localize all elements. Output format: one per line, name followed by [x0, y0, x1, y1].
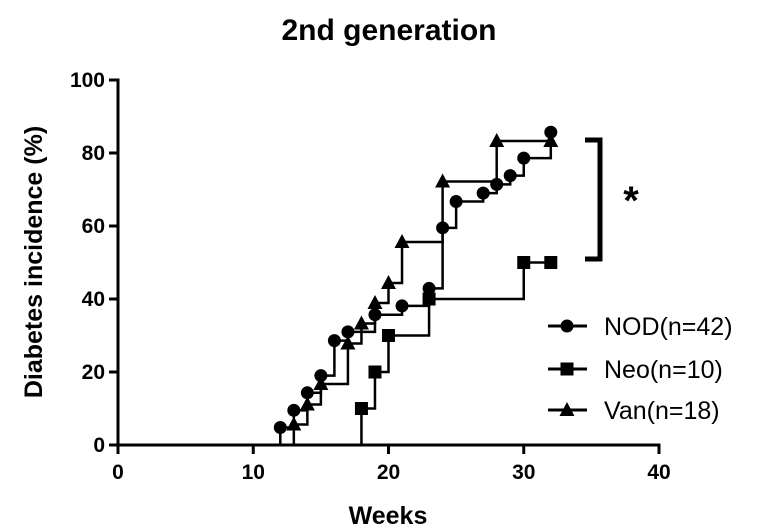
legend-marker-neo — [560, 362, 574, 376]
data-point-nod — [327, 334, 341, 348]
data-point-neo — [422, 292, 436, 306]
y-tick-label: 20 — [82, 361, 105, 384]
significance-asterisk: * — [623, 179, 639, 223]
series-layer — [273, 125, 559, 445]
y-tick-label: 40 — [82, 288, 105, 311]
data-point-nod — [449, 195, 463, 209]
data-point-nod — [476, 186, 490, 200]
legend-label-van: Van(n=18) — [604, 397, 720, 425]
chart-title: 2nd generation — [281, 14, 496, 47]
data-point-van — [381, 274, 396, 289]
data-point-nod — [422, 281, 436, 295]
data-point-nod — [544, 125, 558, 139]
series-van — [286, 132, 559, 445]
data-point-nod — [300, 386, 314, 400]
data-point-van — [340, 335, 356, 350]
data-point-van — [435, 173, 451, 188]
legend-marker-van — [559, 402, 575, 416]
data-point-neo — [382, 329, 395, 342]
series-neo — [354, 256, 558, 445]
data-point-van — [299, 396, 315, 411]
data-point-nod — [273, 420, 287, 434]
data-point-nod — [517, 151, 531, 165]
series-line-van — [292, 139, 551, 445]
data-point-van — [367, 295, 383, 310]
x-tick-label: 30 — [512, 461, 535, 484]
y-tick-label: 100 — [70, 69, 105, 92]
data-point-nod — [395, 299, 409, 313]
data-point-nod — [314, 369, 328, 383]
data-point-nod — [341, 325, 355, 339]
data-point-neo — [368, 365, 382, 379]
legend-item-van: Van(n=18) — [548, 397, 720, 425]
y-tick-label: 0 — [93, 434, 105, 457]
series-nod — [273, 125, 558, 445]
data-point-van — [286, 416, 302, 431]
x-tick-label: 10 — [242, 461, 265, 484]
series-line-neo — [360, 261, 551, 445]
data-point-van — [489, 132, 505, 147]
legend-marker-nod — [560, 319, 574, 333]
legend-item-nod: NOD(n=42) — [548, 313, 733, 341]
y-tick-label: 80 — [82, 142, 105, 165]
data-point-neo — [354, 402, 368, 415]
legend-item-neo: Neo(n=10) — [548, 356, 723, 384]
data-point-van — [394, 234, 410, 249]
significance-bracket — [585, 137, 603, 262]
legend-label-nod: NOD(n=42) — [604, 313, 733, 341]
legend-label-neo: Neo(n=10) — [604, 356, 723, 384]
data-point-neo — [517, 256, 531, 269]
data-point-nod — [503, 169, 517, 183]
x-tick-label: 40 — [647, 461, 670, 484]
x-tick-label: 0 — [112, 461, 124, 484]
y-axis-title: Diabetes incidence (%) — [20, 126, 48, 398]
legend: NOD(n=42) Neo(n=10) Van(n=18) — [548, 313, 733, 425]
y-tick-label: 60 — [82, 215, 105, 238]
data-point-van — [313, 376, 329, 391]
data-point-van — [543, 132, 559, 147]
data-point-neo — [544, 256, 558, 269]
axes: 0 10 20 30 40 0 20 40 60 80 100 — [70, 69, 671, 484]
x-axis-title: Weeks — [349, 502, 428, 530]
data-point-nod — [287, 403, 301, 417]
x-tick-label: 20 — [377, 461, 400, 484]
significance-annotation: * — [585, 137, 639, 262]
data-point-van — [353, 315, 369, 330]
